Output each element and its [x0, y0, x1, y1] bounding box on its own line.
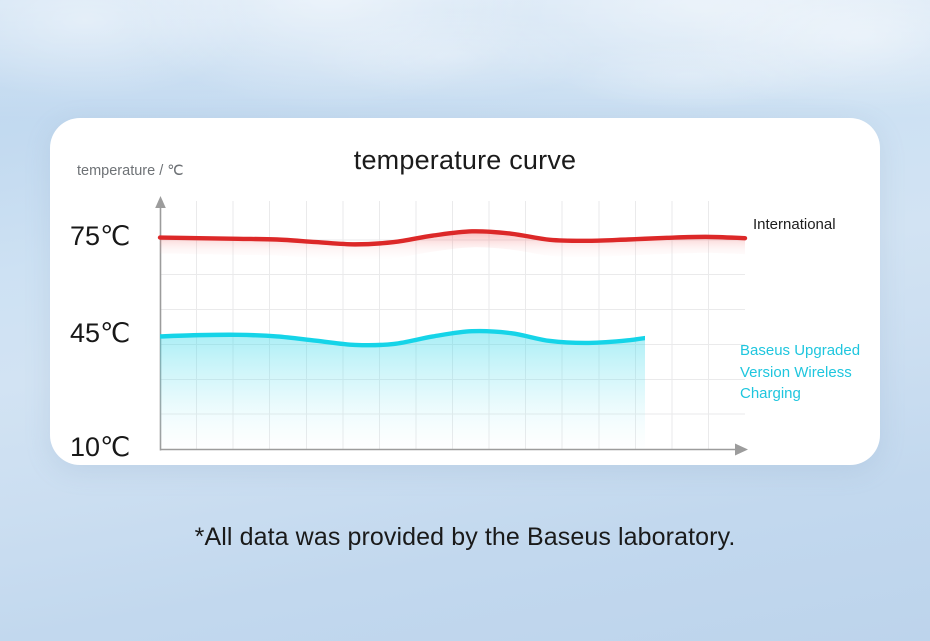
international-glow [160, 231, 745, 261]
series-international [157, 229, 748, 261]
cloud-wisp [300, 10, 600, 100]
cloud-wisp [0, 0, 250, 100]
international-line [157, 229, 748, 247]
cloud-wisp [680, 0, 930, 110]
cloud-wisp [440, 0, 930, 110]
x-axis-arrow-icon [735, 443, 748, 456]
baseus-line [160, 328, 645, 348]
legend-baseus: Baseus Upgraded Version Wireless Chargin… [740, 342, 861, 402]
series-baseus [160, 328, 645, 449]
temperature-line-chart [155, 196, 748, 456]
legend-international: International [753, 216, 836, 233]
y-tick-label-75: 75℃ [70, 220, 131, 251]
chart-card: temperature curve temperature / ℃ 75℃ 45… [50, 118, 880, 465]
footnote-text: *All data was provided by the Baseus lab… [194, 523, 736, 551]
background-haze [0, 0, 930, 120]
cloud-wisp [120, 0, 540, 110]
y-axis-caption: temperature / ℃ [77, 163, 184, 179]
y-tick-label-45: 45℃ [70, 318, 131, 349]
y-axis-arrow-icon [155, 196, 166, 208]
page-title: temperature curve [353, 145, 577, 175]
y-tick-label-10: 10℃ [70, 432, 131, 462]
cloud-wisp [560, 40, 820, 110]
baseus-area-fill [160, 331, 645, 449]
